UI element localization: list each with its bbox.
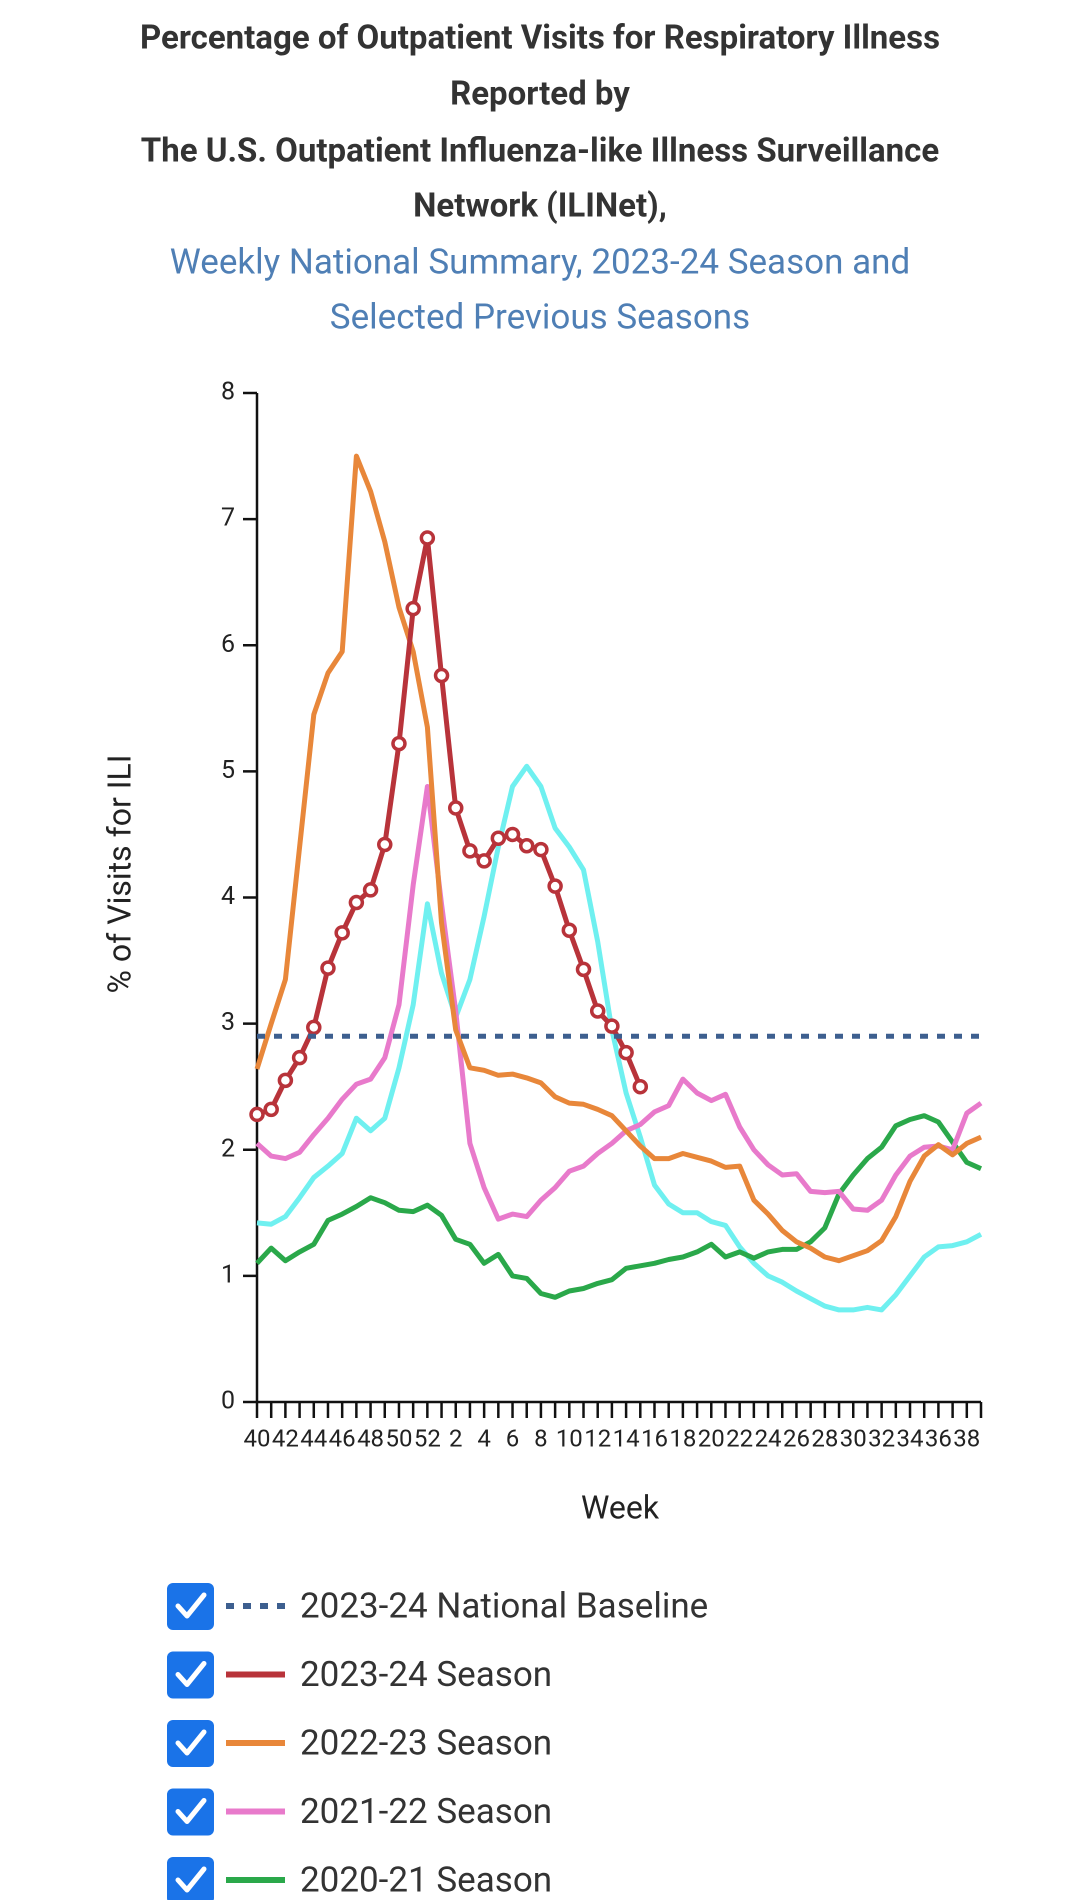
point	[377, 836, 393, 853]
x-tick-label: 14	[613, 1424, 640, 1452]
series-line	[256, 535, 643, 1117]
x-tick-label: 42	[272, 1424, 299, 1452]
x-tick-label: 34	[897, 1424, 924, 1452]
legend-label: 2022-23 Season	[300, 1722, 552, 1763]
point	[618, 1044, 634, 1061]
x-tick-label: 6	[506, 1424, 520, 1452]
point	[405, 600, 421, 617]
point	[291, 1049, 308, 1066]
point	[334, 925, 350, 941]
series-line	[254, 453, 983, 1264]
x-tick-label: 30	[840, 1424, 867, 1452]
point	[391, 735, 407, 752]
legend-checkbox[interactable]	[167, 1857, 214, 1900]
legend-check	[175, 1729, 207, 1756]
y-tick-label: 2	[221, 1134, 235, 1163]
chart-title: Network (ILINet),	[413, 187, 667, 226]
point	[249, 1106, 265, 1123]
x-tick-label: 40	[244, 1424, 271, 1452]
point	[462, 843, 478, 859]
x-tick-label: 24	[755, 1424, 782, 1452]
point	[277, 1072, 294, 1089]
legend-check	[175, 1592, 207, 1619]
point	[490, 830, 507, 846]
point	[561, 922, 578, 939]
x-tick-label: 44	[300, 1424, 327, 1452]
point	[306, 1019, 322, 1036]
chart-title: The U.S. Outpatient Influenza-like Illne…	[141, 132, 939, 171]
x-tick-label: 2	[449, 1424, 463, 1452]
x-tick-label: 46	[329, 1424, 356, 1452]
chart-subtitle: Selected Previous Seasons	[330, 296, 750, 337]
legend-check	[175, 1866, 207, 1893]
point	[320, 960, 336, 976]
x-tick-label: 28	[811, 1424, 838, 1452]
x-tick-label: 52	[414, 1424, 441, 1452]
point	[589, 1003, 606, 1019]
y-tick-label: 4	[221, 882, 235, 911]
x-tick-label: 10	[556, 1424, 583, 1452]
x-axis-label: Week	[581, 1488, 660, 1526]
x-tick-label: 4	[477, 1424, 491, 1452]
legend-label: 2021-22 Season	[300, 1791, 552, 1832]
series-line	[255, 1113, 983, 1300]
point	[419, 530, 436, 546]
point	[518, 838, 535, 854]
point	[504, 826, 521, 843]
series-line	[256, 763, 983, 1313]
y-axis-label: % of Visits for ILI	[100, 755, 138, 994]
x-tick-label: 38	[953, 1424, 980, 1452]
point	[533, 841, 549, 858]
legend-label: 2023-24 National Baseline	[300, 1585, 708, 1626]
x-tick-label: 48	[357, 1424, 384, 1452]
x-tick-label: 26	[783, 1424, 810, 1452]
point	[604, 1018, 620, 1034]
legend-label: 2023-24 Season	[300, 1654, 552, 1695]
y-tick-label: 6	[221, 630, 235, 659]
point	[362, 882, 379, 898]
x-tick-label: 16	[641, 1424, 668, 1452]
point	[575, 961, 592, 978]
x-tick-label: 22	[726, 1424, 753, 1452]
x-tick-label: 12	[584, 1424, 611, 1452]
y-tick-label: 3	[221, 1008, 235, 1037]
legend-label: 2020-21 Season	[300, 1859, 552, 1900]
chart-title: Percentage of Outpatient Visits for Resp…	[140, 19, 940, 58]
x-tick-label: 36	[925, 1424, 952, 1452]
y-tick-label: 1	[221, 1260, 235, 1289]
point	[433, 667, 450, 684]
legend-check	[175, 1661, 207, 1687]
x-tick-label: 32	[868, 1424, 895, 1452]
legend-checkbox[interactable]	[167, 1583, 214, 1630]
x-tick-label: 18	[669, 1424, 696, 1452]
y-tick-label: 7	[221, 504, 235, 533]
x-tick-label: 8	[534, 1424, 548, 1452]
y-tick-label: 5	[221, 756, 235, 785]
y-tick-label: 0	[221, 1387, 235, 1416]
chart-subtitle: Weekly National Summary, 2023-24 Season …	[170, 241, 911, 282]
x-tick-label: 50	[385, 1424, 412, 1452]
point	[263, 1101, 279, 1118]
x-tick-label: 20	[698, 1424, 725, 1452]
point	[476, 853, 492, 869]
legend-checkbox[interactable]	[167, 1651, 214, 1699]
point	[447, 800, 464, 816]
legend-checkbox[interactable]	[167, 1720, 214, 1767]
chart-title: Reported by	[450, 75, 630, 114]
legend-checkbox[interactable]	[167, 1788, 214, 1836]
y-tick-label: 8	[221, 378, 235, 407]
point	[632, 1078, 649, 1095]
series-line	[255, 784, 983, 1222]
legend-check	[175, 1798, 207, 1824]
point	[348, 894, 365, 911]
point	[547, 878, 563, 894]
